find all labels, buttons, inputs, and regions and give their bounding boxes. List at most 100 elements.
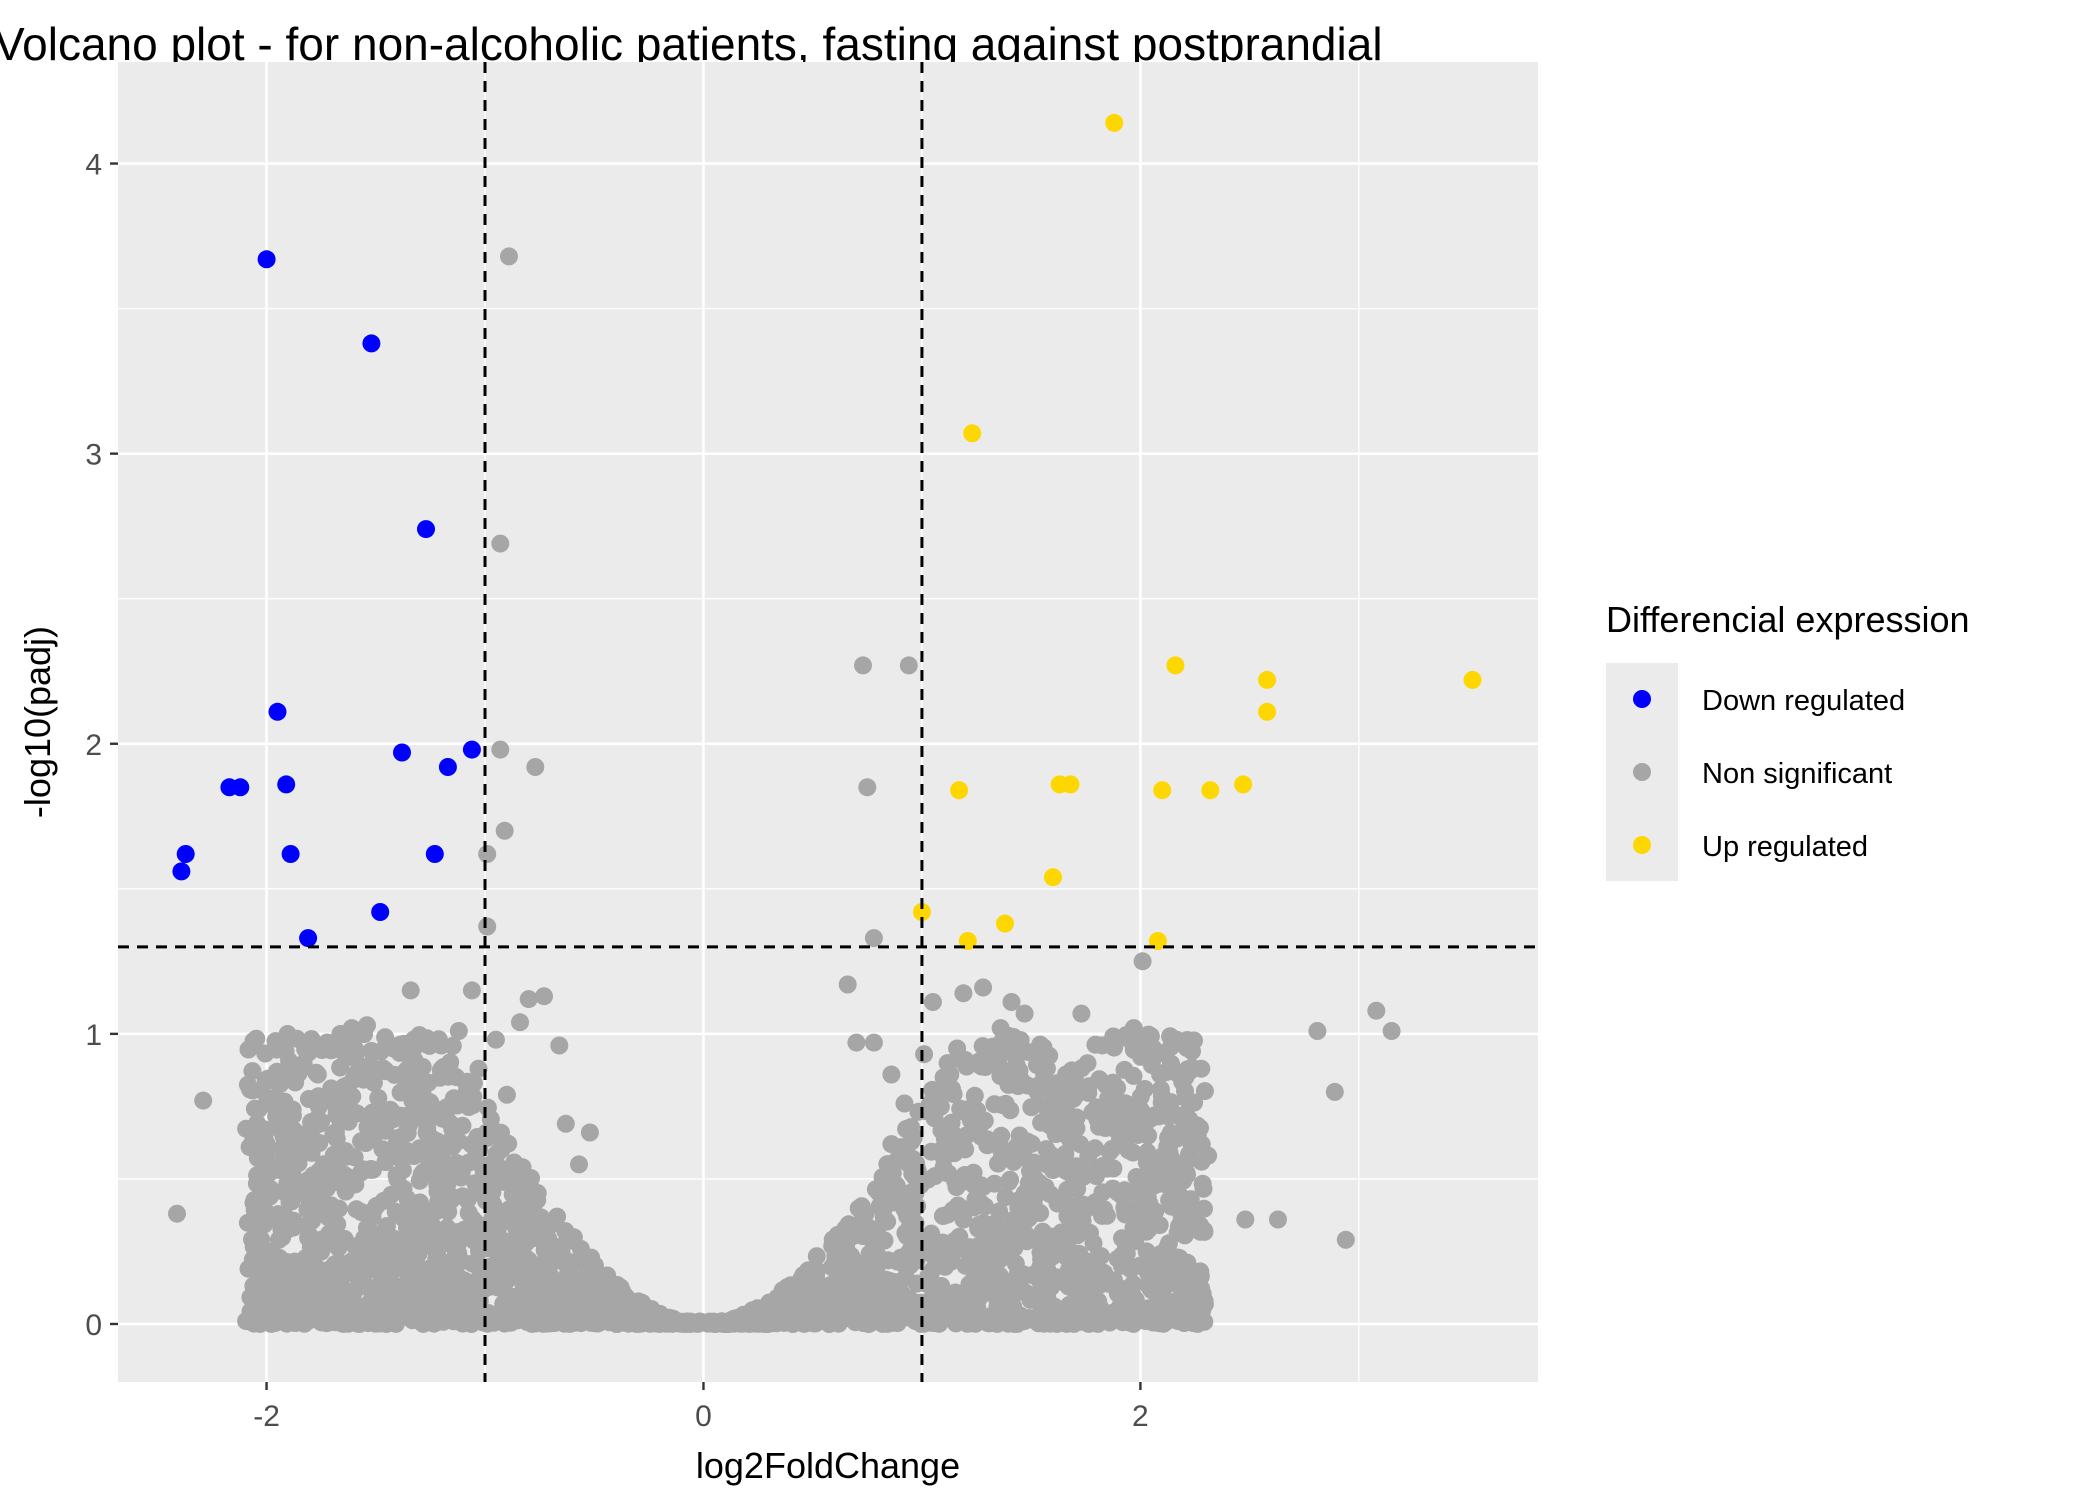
point-down-regulated (425, 845, 444, 863)
point-non-significant (1194, 1179, 1213, 1198)
point-non-significant (1138, 1188, 1157, 1206)
point-non-significant (243, 1312, 262, 1331)
point-non-significant (420, 1280, 439, 1299)
point-non-significant (1098, 1159, 1117, 1178)
point-non-significant (1015, 1184, 1034, 1203)
point-non-significant (504, 1160, 523, 1179)
point-non-significant (586, 1273, 605, 1292)
x-tick-label: 0 (695, 1400, 712, 1433)
point-non-significant (1165, 1157, 1184, 1176)
point-non-significant (901, 1256, 920, 1275)
point-non-significant (244, 1129, 263, 1148)
y-tick-label: 4 (85, 149, 102, 182)
point-non-significant (414, 1162, 433, 1181)
point-up-regulated (1044, 868, 1062, 887)
point-non-significant (397, 1141, 416, 1160)
point-up-regulated (1153, 781, 1172, 800)
point-down-regulated (268, 702, 287, 721)
point-non-significant (491, 1214, 510, 1233)
point-non-significant (923, 1273, 942, 1292)
point-non-significant (899, 656, 918, 675)
point-non-significant (561, 1266, 579, 1285)
point-non-significant (533, 1267, 552, 1286)
point-non-significant (244, 1032, 263, 1050)
point-non-significant (920, 1243, 939, 1262)
point-non-significant (570, 1155, 588, 1174)
point-non-significant (449, 1132, 468, 1150)
point-non-significant (1176, 1068, 1195, 1087)
point-non-significant (792, 1269, 811, 1288)
point-non-significant (1032, 1250, 1051, 1269)
point-non-significant (361, 1241, 380, 1260)
point-non-significant (556, 1114, 575, 1133)
point-non-significant (557, 1232, 576, 1251)
point-non-significant (1336, 1230, 1355, 1249)
point-non-significant (1269, 1210, 1287, 1229)
y-tick-label: 3 (85, 439, 102, 472)
x-tick-label: -2 (253, 1400, 280, 1433)
point-non-significant (1001, 1170, 1020, 1189)
point-non-significant (1185, 1031, 1203, 1050)
point-non-significant (523, 1197, 542, 1216)
point-down-regulated (277, 775, 296, 794)
point-non-significant (312, 1276, 331, 1295)
point-non-significant (1002, 993, 1021, 1011)
point-non-significant (970, 1056, 989, 1075)
point-non-significant (271, 1266, 290, 1285)
point-non-significant (357, 1218, 376, 1237)
point-non-significant (1064, 1253, 1082, 1272)
point-non-significant (376, 1061, 395, 1080)
point-non-significant (266, 1032, 285, 1051)
point-non-significant (953, 1052, 972, 1071)
point-non-significant (491, 740, 510, 759)
point-non-significant (1382, 1022, 1401, 1040)
point-non-significant (492, 1123, 510, 1142)
point-non-significant (847, 1033, 866, 1052)
point-non-significant (1046, 1090, 1065, 1109)
point-non-significant (1064, 1278, 1083, 1297)
point-up-regulated (1258, 670, 1277, 689)
point-non-significant (1236, 1210, 1255, 1229)
point-non-significant (765, 1309, 784, 1328)
point-non-significant (974, 978, 993, 997)
y-tick-label: 2 (85, 729, 102, 762)
point-non-significant (535, 987, 553, 1006)
point-non-significant (885, 1193, 904, 1212)
point-non-significant (502, 1232, 520, 1251)
point-non-significant (1026, 1169, 1044, 1188)
point-non-significant (301, 1238, 320, 1257)
y-tick-label: 0 (85, 1309, 102, 1342)
point-non-significant (250, 1195, 269, 1214)
point-non-significant (1136, 1301, 1155, 1320)
point-non-significant (1031, 1204, 1050, 1222)
point-up-regulated (1061, 775, 1080, 794)
chart-title: Volcano plot - for non-alcoholic patient… (0, 18, 1383, 70)
point-non-significant (1022, 1098, 1041, 1117)
point-non-significant (467, 1223, 486, 1242)
point-non-significant (1124, 1019, 1143, 1038)
point-non-significant (1043, 1311, 1061, 1330)
point-non-significant (194, 1091, 213, 1110)
point-non-significant (954, 1210, 973, 1229)
point-non-significant (478, 845, 497, 863)
point-non-significant (1168, 1312, 1187, 1330)
point-up-regulated (1463, 670, 1482, 689)
point-non-significant (1105, 1082, 1124, 1101)
point-non-significant (440, 1233, 459, 1252)
point-non-significant (1074, 1167, 1093, 1186)
point-non-significant (1057, 1101, 1076, 1120)
point-non-significant (327, 1129, 346, 1148)
point-non-significant (699, 1314, 717, 1333)
point-non-significant (1090, 1070, 1109, 1089)
point-non-significant (313, 1312, 332, 1331)
point-non-significant (321, 1087, 340, 1106)
point-non-significant (807, 1261, 826, 1280)
point-non-significant (944, 1085, 963, 1104)
legend: Differencial expression Down regulated N… (1606, 599, 1970, 881)
legend-label-down-regulated: Down regulated (1702, 685, 1905, 717)
point-non-significant (288, 1305, 307, 1324)
point-up-regulated (1234, 775, 1253, 794)
point-non-significant (539, 1229, 558, 1248)
point-non-significant (1003, 1314, 1022, 1333)
point-non-significant (469, 1059, 488, 1078)
